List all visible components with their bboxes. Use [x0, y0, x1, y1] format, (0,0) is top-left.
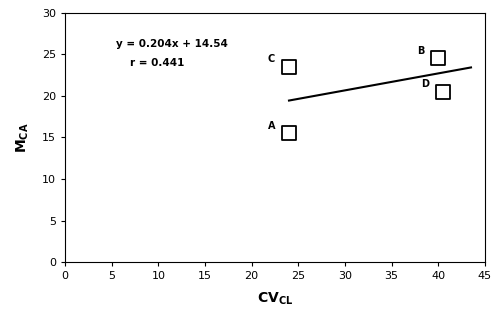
Point — [285, 131, 293, 136]
Text: B: B — [417, 46, 424, 56]
Text: A: A — [268, 121, 275, 131]
Text: r = 0.441: r = 0.441 — [130, 58, 184, 68]
Text: y = 0.204x + 14.54: y = 0.204x + 14.54 — [116, 39, 228, 49]
Point — [285, 64, 293, 69]
Text: C: C — [268, 54, 275, 64]
Point — [434, 56, 442, 61]
Text: $\mathbf{CV}_{\mathbf{CL}}$: $\mathbf{CV}_{\mathbf{CL}}$ — [257, 290, 293, 307]
Point — [439, 89, 447, 94]
Text: $\mathbf{M}_{\mathbf{CA}}$: $\mathbf{M}_{\mathbf{CA}}$ — [15, 122, 31, 153]
Text: D: D — [421, 79, 429, 89]
